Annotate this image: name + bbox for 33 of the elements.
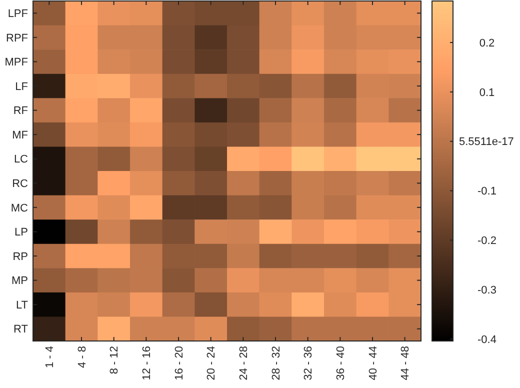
y-tick-label: RP xyxy=(12,250,28,263)
x-tick-label: 20 - 24 xyxy=(206,346,218,380)
y-tick-label: RT xyxy=(14,324,28,336)
y-tick-label: MP xyxy=(12,275,28,288)
y-tick-label: MPF xyxy=(4,56,28,69)
color-bar-label: -0.2 xyxy=(478,235,496,248)
color-bar-label: -0.4 xyxy=(478,334,496,346)
y-tick-label: MC xyxy=(10,202,28,214)
color-bar-label: 0.1 xyxy=(479,86,495,99)
color-bar-label: 5.5511e-17 xyxy=(459,136,514,148)
y-tick-label: RF xyxy=(13,105,28,118)
color-bar-label: -0.1 xyxy=(478,186,496,198)
x-tick-label: 36 - 40 xyxy=(335,346,348,380)
x-tick-label: 1 - 4 xyxy=(44,346,56,368)
x-tick-label: 44 - 48 xyxy=(400,346,412,380)
x-tick-label: 8 - 12 xyxy=(108,346,121,374)
y-tick-label: LC xyxy=(14,154,28,166)
y-tick-label: MF xyxy=(12,129,28,142)
x-tick-label: 40 - 44 xyxy=(367,346,380,380)
x-tick-label: 16 - 20 xyxy=(173,346,186,380)
y-tick-label: RPF xyxy=(6,32,28,44)
y-tick-label: RC xyxy=(12,178,28,190)
y-tick-label: LF xyxy=(15,80,28,93)
y-tick-label: LP xyxy=(14,226,28,239)
color-bar-label: -0.3 xyxy=(478,284,496,296)
y-tick-label: LT xyxy=(16,299,28,312)
x-tick-label: 24 - 28 xyxy=(238,346,250,380)
color-bar-label: 0.2 xyxy=(479,37,495,50)
y-tick-label: LPF xyxy=(8,8,28,20)
x-tick-label: 32 - 36 xyxy=(302,346,315,380)
x-tick-label: 12 - 16 xyxy=(141,346,154,380)
x-tick-label: 28 - 32 xyxy=(270,346,282,380)
x-tick-label: 4 - 8 xyxy=(76,346,88,368)
